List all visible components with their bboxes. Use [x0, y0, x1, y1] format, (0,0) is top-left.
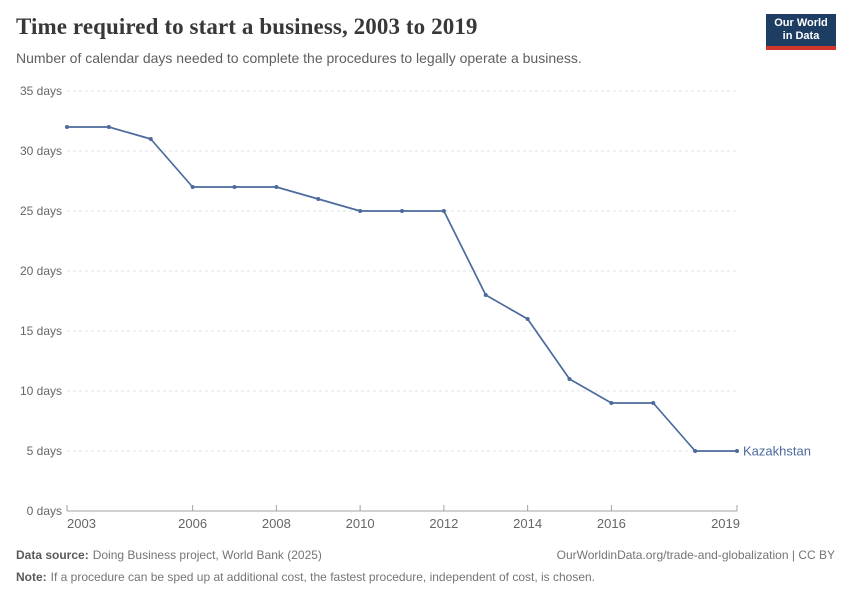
chart-subtitle: Number of calendar days needed to comple…	[16, 50, 582, 66]
data-point[interactable]	[400, 209, 404, 213]
data-point[interactable]	[735, 449, 739, 453]
series-end-label[interactable]: Kazakhstan	[743, 444, 811, 459]
data-point[interactable]	[65, 125, 69, 129]
y-axis-tick-label: 0 days	[27, 504, 62, 518]
x-axis-tick-label: 2006	[178, 516, 207, 531]
owid-logo-line2: in Data	[782, 30, 820, 42]
data-point[interactable]	[274, 185, 279, 189]
data-point[interactable]	[483, 293, 488, 297]
data-point[interactable]	[525, 317, 530, 321]
data-point[interactable]	[441, 209, 446, 213]
data-point[interactable]	[693, 449, 698, 453]
data-point[interactable]	[358, 209, 363, 213]
x-axis-tick-label: 2014	[513, 516, 542, 531]
y-axis-tick-label: 30 days	[20, 144, 62, 158]
data-point[interactable]	[567, 377, 572, 381]
data-point[interactable]	[148, 137, 153, 141]
y-axis-tick-label: 10 days	[20, 384, 62, 398]
owid-logo-line1: Our World	[774, 17, 828, 29]
data-point[interactable]	[106, 125, 111, 129]
x-axis-tick-label: 2010	[346, 516, 375, 531]
data-point[interactable]	[190, 185, 195, 189]
chart-title: Time required to start a business, 2003 …	[16, 14, 478, 39]
data-source-line: Data source: Doing Business project, Worl…	[16, 548, 322, 562]
data-source-text: Doing Business project, World Bank (2025…	[92, 548, 322, 562]
note-label: Note:	[16, 570, 47, 584]
owid-url-link[interactable]: OurWorldinData.org/trade-and-globalizati…	[556, 548, 835, 562]
data-source-label: Data source:	[16, 548, 89, 562]
data-point[interactable]	[316, 197, 321, 201]
y-axis-tick-label: 35 days	[20, 84, 62, 98]
data-point[interactable]	[232, 185, 237, 189]
data-point[interactable]	[609, 401, 614, 405]
y-axis-tick-label: 25 days	[20, 204, 62, 218]
x-axis-tick-label: 2008	[262, 516, 291, 531]
note-line: Note: If a procedure can be sped up at ad…	[16, 570, 595, 584]
data-point[interactable]	[651, 401, 656, 405]
x-axis-tick-label: 2012	[429, 516, 458, 531]
x-axis-tick-label: 2019	[711, 516, 740, 531]
x-axis-tick-label: 2003	[67, 516, 96, 531]
x-axis-tick-label: 2016	[597, 516, 626, 531]
y-axis-tick-label: 5 days	[27, 444, 62, 458]
owid-logo[interactable]: Our World in Data	[766, 14, 836, 50]
kazakhstan-line[interactable]	[66, 126, 738, 452]
y-axis-tick-label: 20 days	[20, 264, 62, 278]
note-text: If a procedure can be sped up at additio…	[50, 570, 596, 584]
y-axis-tick-label: 15 days	[20, 324, 62, 338]
line-chart-canvas: 0 days 5 days 10 days 15 days 20 days 25 days…	[20, 84, 811, 531]
